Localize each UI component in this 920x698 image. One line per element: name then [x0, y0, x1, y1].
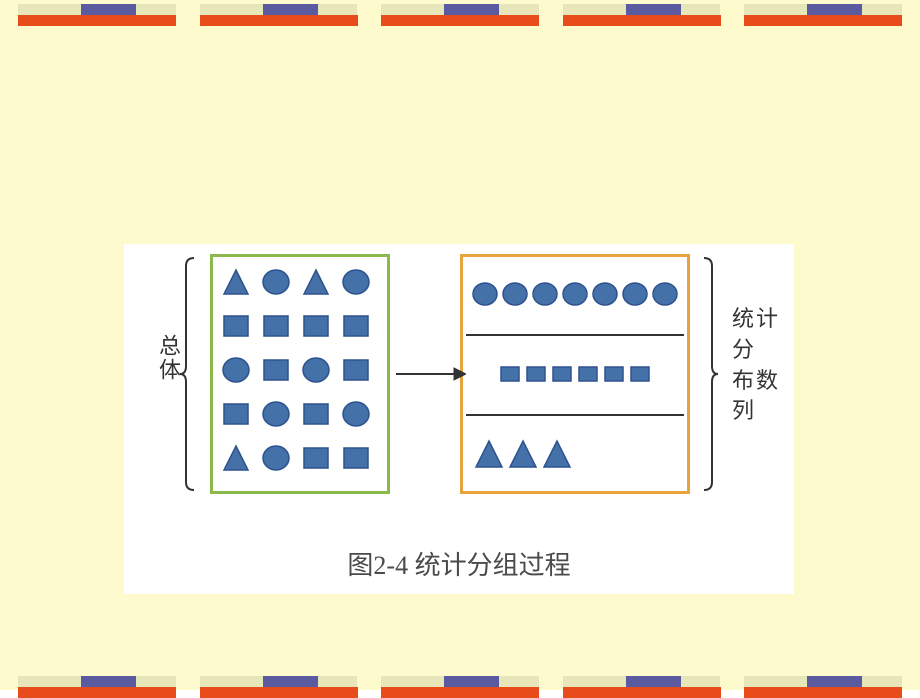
circle-icon	[622, 281, 648, 307]
border-block	[18, 676, 176, 698]
square-icon	[551, 363, 573, 385]
circle-icon	[342, 268, 370, 296]
square-icon	[302, 444, 330, 472]
square-icon	[342, 312, 370, 340]
border-block	[381, 4, 539, 26]
border-block	[200, 4, 358, 26]
circle-icon	[222, 356, 250, 384]
triangle-icon	[474, 439, 504, 469]
arrow-icon	[396, 364, 466, 384]
group-divider	[466, 414, 684, 416]
square-icon	[603, 363, 625, 385]
border-block	[381, 676, 539, 698]
square-icon	[342, 444, 370, 472]
circle-icon	[502, 281, 528, 307]
border-block	[563, 4, 721, 26]
square-icon	[499, 363, 521, 385]
circle-icon	[302, 356, 330, 384]
triangle-icon	[542, 439, 572, 469]
right-bracket-label: 统计分布数列	[732, 304, 792, 427]
circle-icon	[562, 281, 588, 307]
right-bracket	[700, 254, 720, 494]
circle-icon	[262, 400, 290, 428]
square-icon	[262, 312, 290, 340]
triangle-icon	[508, 439, 538, 469]
diagram-panel: 总体 统计分布数列 图2-4 统计分组过程	[124, 244, 794, 594]
group-divider	[466, 334, 684, 336]
top-border-row	[0, 4, 920, 26]
square-icon	[342, 356, 370, 384]
circle-icon	[592, 281, 618, 307]
circle-icon	[342, 400, 370, 428]
border-block	[744, 676, 902, 698]
triangle-icon	[302, 268, 330, 296]
left-bracket	[180, 254, 200, 494]
square-icon	[577, 363, 599, 385]
bottom-border-row	[0, 676, 920, 698]
border-block	[744, 4, 902, 26]
circle-icon	[262, 268, 290, 296]
circle-icon	[532, 281, 558, 307]
triangle-icon	[222, 444, 250, 472]
circle-icon	[472, 281, 498, 307]
square-icon	[629, 363, 651, 385]
square-icon	[262, 356, 290, 384]
square-icon	[302, 400, 330, 428]
circle-icon	[262, 444, 290, 472]
figure-caption: 图2-4 统计分组过程	[124, 545, 794, 582]
border-block	[200, 676, 358, 698]
border-block	[18, 4, 176, 26]
triangle-icon	[222, 268, 250, 296]
square-icon	[222, 400, 250, 428]
square-icon	[302, 312, 330, 340]
square-icon	[222, 312, 250, 340]
circle-icon	[652, 281, 678, 307]
square-icon	[525, 363, 547, 385]
border-block	[563, 676, 721, 698]
